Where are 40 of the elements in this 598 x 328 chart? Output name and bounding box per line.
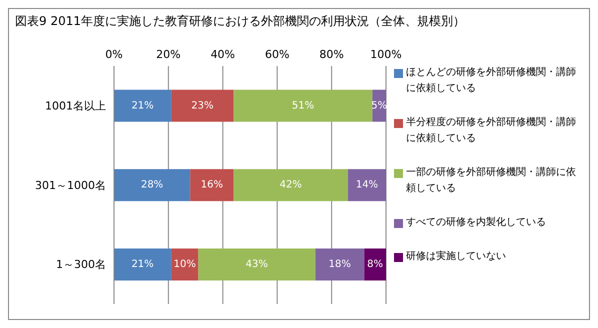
legend-label: すべての研修を内製化している bbox=[406, 216, 546, 230]
data-label: 8% bbox=[367, 258, 384, 270]
x-tick-label: 60% bbox=[264, 48, 290, 61]
data-label: 18% bbox=[328, 258, 351, 270]
bar bbox=[234, 90, 372, 122]
data-label: 21% bbox=[131, 100, 154, 112]
y-tick-label: 301～1000名 bbox=[35, 178, 106, 192]
y-tick-label: 1001名以上 bbox=[45, 100, 106, 113]
data-label: 5% bbox=[371, 100, 388, 112]
bar bbox=[190, 169, 234, 202]
x-tick-label: 80% bbox=[319, 48, 344, 61]
data-label: 16% bbox=[200, 180, 224, 191]
data-label: 23% bbox=[191, 100, 214, 112]
legend-label: 研修は実施していない bbox=[406, 250, 506, 264]
data-label: 14% bbox=[356, 180, 378, 191]
data-label: 21% bbox=[131, 258, 154, 270]
legend-label: 半分程度の研修を外部研修機関・講師に依頼している bbox=[406, 116, 577, 146]
data-label: 10% bbox=[174, 258, 196, 270]
bar bbox=[171, 248, 198, 280]
chart-title: 図表9 2011年度に実施した教育研修における外部機関の利用状況（全体、規模別） bbox=[14, 13, 466, 30]
bar bbox=[364, 248, 386, 280]
legend-label: ほとんどの研修を外部研修機関・講師に依頼している bbox=[406, 66, 577, 96]
y-tick-label: 1～300名 bbox=[56, 258, 106, 272]
bar bbox=[171, 90, 234, 122]
x-tick-label: 0% bbox=[105, 48, 123, 61]
x-tick-label: 20% bbox=[156, 48, 181, 61]
data-label: 28% bbox=[140, 180, 164, 191]
bar bbox=[315, 248, 364, 280]
data-label: 43% bbox=[246, 258, 268, 270]
x-tick-label: 100% bbox=[370, 48, 402, 61]
legend-label: 一部の研修を外部研修機関・講師に依頼している bbox=[406, 166, 577, 196]
bar bbox=[114, 248, 172, 280]
x-tick-label: 40% bbox=[210, 48, 236, 61]
bar bbox=[348, 169, 386, 202]
data-label: 51% bbox=[292, 100, 314, 112]
data-label: 42% bbox=[280, 180, 302, 191]
bar bbox=[114, 169, 190, 202]
bar bbox=[234, 169, 348, 202]
bar bbox=[198, 248, 316, 280]
bar bbox=[114, 90, 172, 122]
